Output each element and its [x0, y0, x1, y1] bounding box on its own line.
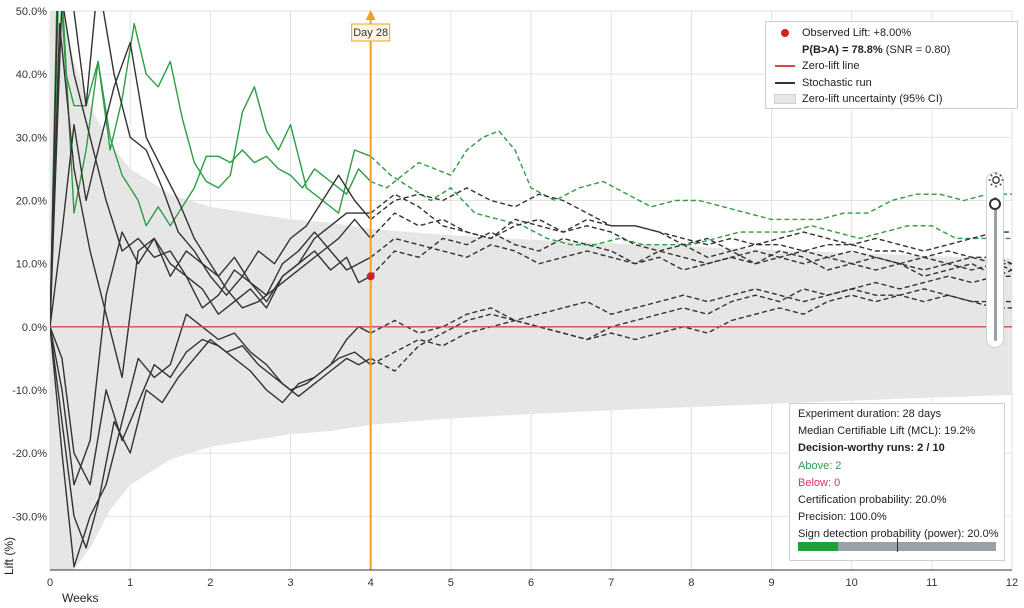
gray-box-icon — [774, 94, 796, 105]
legend-uncertainty[interactable]: Zero-lift uncertainty (95% CI) — [774, 91, 1009, 108]
legend-uncertainty-label: Zero-lift uncertainty (95% CI) — [802, 93, 943, 106]
legend-zero-line[interactable]: Zero-lift line — [774, 58, 1009, 75]
series-layer — [50, 11, 1012, 568]
brightness-slider[interactable] — [986, 172, 1004, 348]
series-7-solid-path — [50, 313, 372, 568]
sun-icon — [988, 172, 1004, 188]
y-tick-label: 0.0% — [22, 322, 47, 334]
certification-progress-bar — [798, 538, 996, 552]
x-tick-label: 0 — [47, 577, 53, 589]
stat-duration: Experiment duration: 28 days — [798, 408, 942, 420]
legend-snr: (SNR = 0.80) — [882, 43, 951, 56]
series-4-dashed-path — [370, 212, 1012, 271]
observed-dot-icon — [781, 29, 789, 38]
x-tick-label: 2 — [207, 577, 213, 589]
black-line-icon — [775, 81, 795, 84]
legend-zero-line-label: Zero-lift line — [802, 60, 860, 73]
y-tick-label: -10.0% — [12, 385, 47, 397]
y-tick-label: 30.0% — [16, 132, 47, 144]
y-tick-label: 10.0% — [16, 259, 47, 271]
stat-mcl: Median Certifiable Lift (MCL): 19.2% — [798, 425, 976, 438]
red-line-icon — [775, 65, 795, 68]
day-marker-arrow[interactable] — [365, 10, 376, 20]
series-9-dashed-path — [370, 193, 1012, 252]
y-tick-label: -30.0% — [12, 511, 47, 523]
stats-panel: Experiment duration: 28 days Median Cert… — [789, 403, 1005, 561]
observed-lift-point — [366, 272, 375, 281]
y-tick-label: -20.0% — [12, 448, 47, 460]
x-tick-label: 10 — [846, 577, 858, 589]
legend-probability: P(B>A) = 78.8% (SNR = 0.80) — [802, 42, 1009, 59]
slider-track[interactable] — [994, 197, 997, 341]
x-tick-label: 8 — [688, 577, 694, 589]
series-2-solid-path — [50, 11, 371, 327]
x-tick-label: 11 — [926, 577, 937, 589]
y-tick-label: 40.0% — [16, 69, 47, 81]
stat-below: Below: 0 — [798, 476, 841, 489]
legend-observed-label: Observed Lift: +8.00% — [802, 27, 912, 40]
legend-probability-value: P(B>A) = 78.8% — [802, 43, 883, 56]
x-tick-label: 4 — [368, 577, 374, 589]
slider-handle[interactable] — [989, 197, 1001, 210]
legend-observed: Observed Lift: +8.00% — [774, 25, 1009, 42]
x-tick-label: 7 — [608, 577, 614, 589]
series-6-dashed-path — [370, 288, 1012, 366]
day-marker-label: Day 28 — [353, 27, 388, 39]
stat-precision: Precision: 100.0% — [798, 511, 887, 524]
series-5-dashed-path — [370, 231, 1012, 277]
legend-stochastic[interactable]: Stochastic run — [774, 75, 1009, 92]
series-9-solid-path — [50, 22, 371, 379]
x-tick-label: 5 — [448, 577, 454, 589]
series-7-dashed-path — [370, 275, 1012, 372]
progress-fill — [798, 542, 838, 551]
x-tick-label: 9 — [768, 577, 774, 589]
series-3-solid-path — [50, 11, 372, 327]
x-tick-label: 3 — [287, 577, 293, 589]
series-1-dashed-path — [370, 130, 1012, 221]
x-axis-label: Weeks — [62, 591, 98, 605]
series-5-solid-path — [50, 231, 372, 486]
y-tick-label: 50.0% — [16, 6, 47, 18]
ci-band — [50, 11, 1012, 570]
series-4-solid-path — [50, 41, 372, 327]
series-2-dashed-path — [370, 155, 1012, 246]
legend: Observed Lift: +8.00% P(B>A) = 78.8% (SN… — [765, 21, 1018, 109]
legend-stochastic-label: Stochastic run — [802, 76, 872, 89]
y-tick-label: 20.0% — [16, 195, 47, 207]
series-8-dashed-path — [370, 288, 1012, 341]
y-axis-label: Lift (%) — [2, 537, 16, 575]
y-axis-ticks: 50.0% 40.0% 30.0% 20.0% 10.0% 0.0% -10.0% -20.0… — [12, 6, 47, 523]
series-8-solid-path — [50, 326, 372, 486]
progress-marker — [897, 538, 898, 552]
x-tick-label: 12 — [1006, 577, 1018, 589]
x-tick-label: 1 — [127, 577, 133, 589]
series-3-dashed-path — [370, 187, 1012, 265]
series-10-dashed-path — [370, 237, 1012, 271]
stat-decision: Decision-worthy runs: 2 / 10 — [798, 442, 945, 455]
series-1-solid-path — [50, 11, 372, 327]
day-marker-label-box — [351, 23, 391, 42]
stat-power: Sign detection probability (power): 20.0… — [798, 528, 999, 541]
x-tick-label: 6 — [528, 577, 534, 589]
series-10-solid-path — [50, 11, 372, 327]
x-axis-ticks: 0 1 2 3 4 5 6 7 8 9 10 11 12 — [47, 577, 1018, 589]
stat-above: Above: 2 — [798, 459, 842, 472]
stat-certification: Certification probability: 20.0% — [798, 493, 947, 506]
